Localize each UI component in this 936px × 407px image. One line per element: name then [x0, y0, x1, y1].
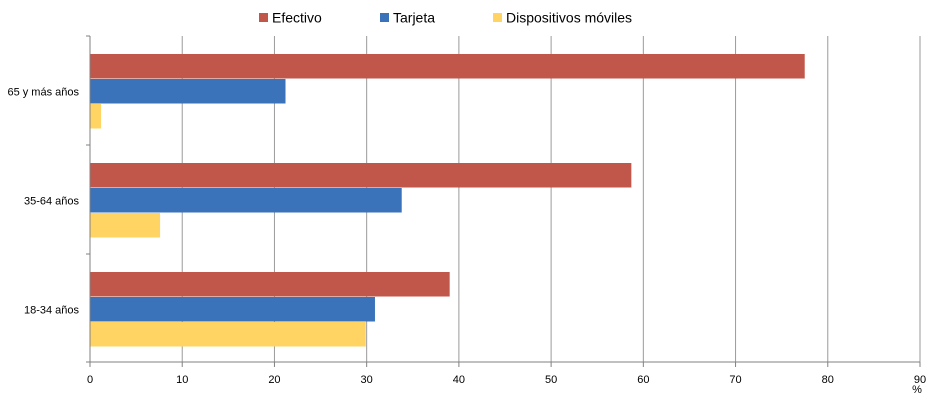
legend-swatch [259, 13, 268, 22]
legend-label: Efectivo [272, 10, 322, 26]
bars [90, 54, 805, 347]
y-tick-labels: 65 y más años 35-64 años 18-34 años [7, 86, 79, 316]
x-tick-label: 30 [361, 374, 373, 386]
y-tick-label: 65 y más años [7, 86, 79, 98]
legend-swatch [380, 13, 389, 22]
x-unit-label: % [912, 384, 922, 396]
x-tick-label: 10 [176, 374, 188, 386]
bar-dispositivos-móviles [90, 322, 366, 347]
bar-efectivo [90, 54, 805, 79]
bar-tarjeta [90, 79, 286, 104]
x-tick-label: 90 [914, 374, 926, 386]
y-tick-label: 35-64 años [24, 195, 80, 207]
bar-tarjeta [90, 188, 402, 213]
x-tick-label: 40 [453, 374, 465, 386]
x-tick-labels: 0 10 20 30 40 50 60 70 80 90 [87, 374, 926, 386]
x-tick-label: 60 [637, 374, 649, 386]
x-tick-label: 80 [822, 374, 834, 386]
legend-swatch [493, 13, 502, 22]
legend-label: Tarjeta [393, 10, 435, 26]
bar-efectivo [90, 272, 450, 297]
legend-label: Dispositivos móviles [506, 10, 632, 26]
x-tick-label: 20 [268, 374, 280, 386]
y-tick-label: 18-34 años [24, 304, 80, 316]
axes [86, 35, 921, 367]
x-tick-label: 0 [87, 374, 93, 386]
x-tick-label: 70 [729, 374, 741, 386]
bar-dispositivos-móviles [90, 104, 102, 129]
legend: Efectivo Tarjeta Dispositivos móviles [259, 10, 632, 26]
bar-dispositivos-móviles [90, 213, 161, 238]
x-tick-label: 50 [545, 374, 557, 386]
bar-efectivo [90, 163, 632, 188]
bar-tarjeta [90, 297, 375, 322]
